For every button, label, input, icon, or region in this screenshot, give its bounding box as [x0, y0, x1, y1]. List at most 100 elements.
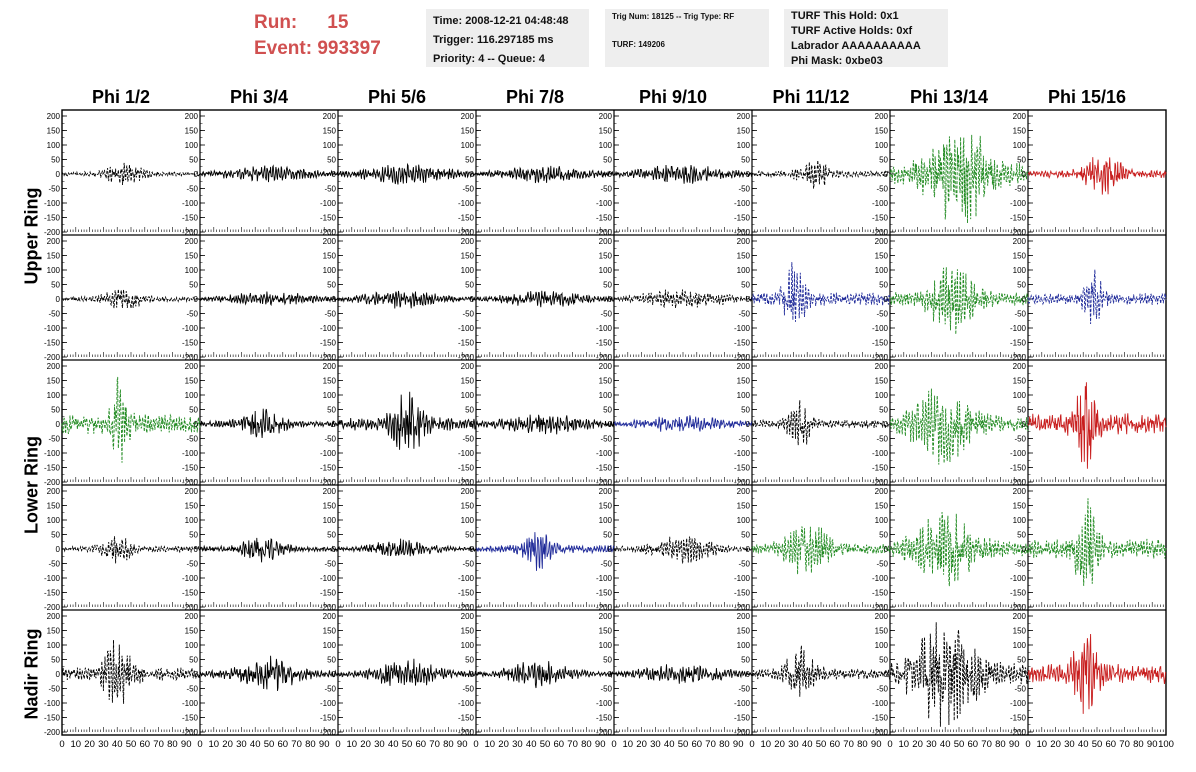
- y-tick-label: 100: [185, 141, 199, 150]
- y-tick-label: -200: [872, 603, 889, 612]
- waveform-trace: [1027, 157, 1167, 195]
- y-tick-label: 50: [1017, 406, 1026, 415]
- y-tick-label: -50: [876, 185, 888, 194]
- y-tick-label: 200: [47, 112, 61, 121]
- y-tick-label: -100: [596, 699, 613, 708]
- time-text: Time: 2008-12-21 04:48:48: [433, 15, 569, 27]
- waveform-trace: [1027, 498, 1167, 586]
- y-tick-label: 200: [47, 612, 61, 621]
- y-tick-label: 0: [470, 420, 475, 429]
- y-tick-label: -100: [458, 449, 475, 458]
- labrador-text: Labrador AAAAAAAAAA: [791, 40, 921, 52]
- y-tick-label: -200: [734, 353, 751, 362]
- y-tick-label: 100: [47, 516, 61, 525]
- y-tick-label: 50: [189, 656, 198, 665]
- y-tick-label: 100: [1013, 516, 1027, 525]
- y-tick-label: -150: [596, 714, 613, 723]
- y-tick-label: 100: [323, 141, 337, 150]
- y-tick-label: -100: [734, 574, 751, 583]
- y-tick-label: 150: [737, 627, 751, 636]
- y-tick-label: -200: [734, 478, 751, 487]
- y-tick-label: 0: [1022, 545, 1027, 554]
- waveform-trace: [199, 291, 339, 307]
- y-tick-label: 0: [608, 670, 613, 679]
- y-tick-label: 100: [461, 266, 475, 275]
- y-tick-label: -200: [1010, 228, 1027, 237]
- y-tick-label: -200: [320, 478, 337, 487]
- y-tick-label: 100: [461, 641, 475, 650]
- y-tick-label: -50: [186, 185, 198, 194]
- y-tick-label: 100: [875, 266, 889, 275]
- y-tick-label: 50: [51, 156, 60, 165]
- x-tick-label: 50: [540, 739, 551, 750]
- y-tick-label: 150: [185, 127, 199, 136]
- y-tick-label: -100: [1010, 699, 1027, 708]
- y-tick-label: 200: [185, 112, 199, 121]
- y-tick-label: 0: [608, 420, 613, 429]
- waveform-trace: [61, 289, 201, 309]
- y-tick-label: -100: [1010, 574, 1027, 583]
- y-tick-label: 150: [875, 252, 889, 261]
- y-tick-label: -100: [320, 574, 337, 583]
- x-tick-label: 70: [429, 739, 440, 750]
- waveform-trace: [889, 388, 1029, 465]
- y-tick-label: 100: [47, 641, 61, 650]
- y-tick-label: -150: [320, 589, 337, 598]
- x-tick-label: 20: [1050, 739, 1061, 750]
- y-tick-label: 150: [599, 627, 613, 636]
- waveform-trace: [475, 290, 615, 308]
- y-tick-label: 150: [737, 252, 751, 261]
- y-tick-label: -50: [324, 560, 336, 569]
- x-tick-label: 40: [250, 739, 261, 750]
- y-tick-label: -50: [600, 435, 612, 444]
- y-tick-label: -150: [734, 589, 751, 598]
- x-tick-label: 80: [443, 739, 454, 750]
- y-tick-label: 100: [1013, 391, 1027, 400]
- y-tick-label: 50: [51, 656, 60, 665]
- x-tick-label: 50: [264, 739, 275, 750]
- y-tick-label: 200: [1013, 487, 1027, 496]
- y-tick-label: 200: [461, 487, 475, 496]
- x-tick-label: 80: [857, 739, 868, 750]
- x-tick-label: 80: [581, 739, 592, 750]
- y-tick-label: -50: [738, 685, 750, 694]
- y-tick-label: 100: [185, 641, 199, 650]
- y-tick-label: -50: [738, 310, 750, 319]
- time-info-panel: Time: 2008-12-21 04:48:48 Trigger: 116.2…: [426, 9, 589, 67]
- y-tick-label: 200: [737, 237, 751, 246]
- y-tick-label: 50: [189, 406, 198, 415]
- y-tick-label: -150: [182, 714, 199, 723]
- y-tick-label: -150: [596, 464, 613, 473]
- y-tick-label: -200: [182, 728, 199, 737]
- y-tick-label: 150: [323, 252, 337, 261]
- y-tick-label: -200: [320, 728, 337, 737]
- y-tick-label: -200: [458, 353, 475, 362]
- y-tick-label: 200: [599, 112, 613, 121]
- y-tick-label: -150: [872, 464, 889, 473]
- y-tick-label: -50: [48, 685, 60, 694]
- x-tick-label: 90: [871, 739, 882, 750]
- y-tick-label: -150: [596, 214, 613, 223]
- x-tick-label: 40: [526, 739, 537, 750]
- y-tick-label: -50: [48, 560, 60, 569]
- y-tick-label: -150: [458, 589, 475, 598]
- y-tick-label: 100: [599, 141, 613, 150]
- y-tick-label: 0: [884, 420, 889, 429]
- y-tick-label: 0: [608, 295, 613, 304]
- y-tick-label: -50: [324, 310, 336, 319]
- y-tick-label: 0: [194, 670, 199, 679]
- column-title-phi-5-6: Phi 5/6: [367, 87, 427, 107]
- waveform-trace: [1027, 269, 1167, 325]
- y-tick-label: -200: [596, 478, 613, 487]
- y-tick-label: -200: [44, 728, 61, 737]
- waveform-trace: [751, 645, 891, 697]
- waveform-trace: [199, 164, 339, 183]
- y-tick-label: -100: [320, 324, 337, 333]
- y-tick-label: -50: [600, 185, 612, 194]
- x-tick-label: 90: [733, 739, 744, 750]
- y-tick-label: 200: [875, 612, 889, 621]
- waveform-trace: [61, 162, 201, 186]
- y-tick-label: 200: [599, 362, 613, 371]
- y-tick-label: -50: [186, 435, 198, 444]
- x-tick-label: 20: [360, 739, 371, 750]
